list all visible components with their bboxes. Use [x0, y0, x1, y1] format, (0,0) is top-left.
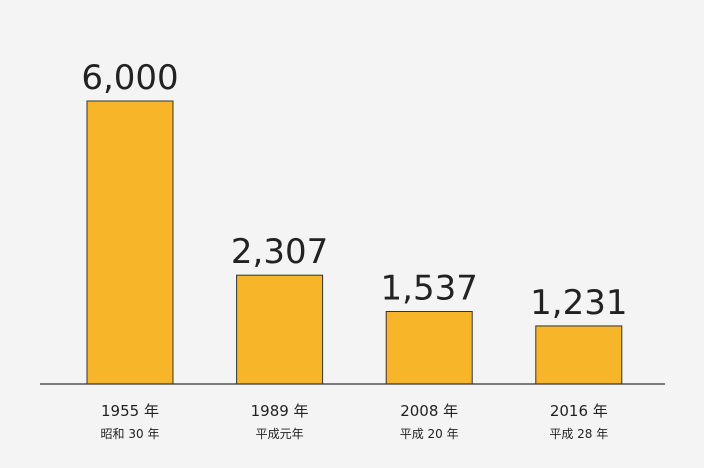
- x-tick-sublabel: 平成 20 年: [400, 427, 459, 441]
- x-tick-label: 2016 年: [550, 402, 608, 420]
- value-label: 1,231: [530, 283, 627, 323]
- x-tick-sublabel: 平成 28 年: [549, 427, 608, 441]
- bar: [236, 274, 324, 385]
- x-tick-label: 1989 年: [251, 402, 309, 420]
- value-label: 6,000: [81, 58, 178, 98]
- x-tick-label: 2008 年: [400, 402, 458, 420]
- bar: [86, 100, 174, 385]
- x-tick-label: 1955 年: [101, 402, 159, 420]
- x-tick-sublabel: 昭和 30 年: [101, 427, 160, 441]
- bar: [535, 325, 623, 385]
- value-label: 1,537: [381, 269, 478, 309]
- bar: [385, 311, 473, 385]
- x-tick-sublabel: 平成元年: [256, 427, 304, 441]
- value-label: 2,307: [231, 232, 328, 272]
